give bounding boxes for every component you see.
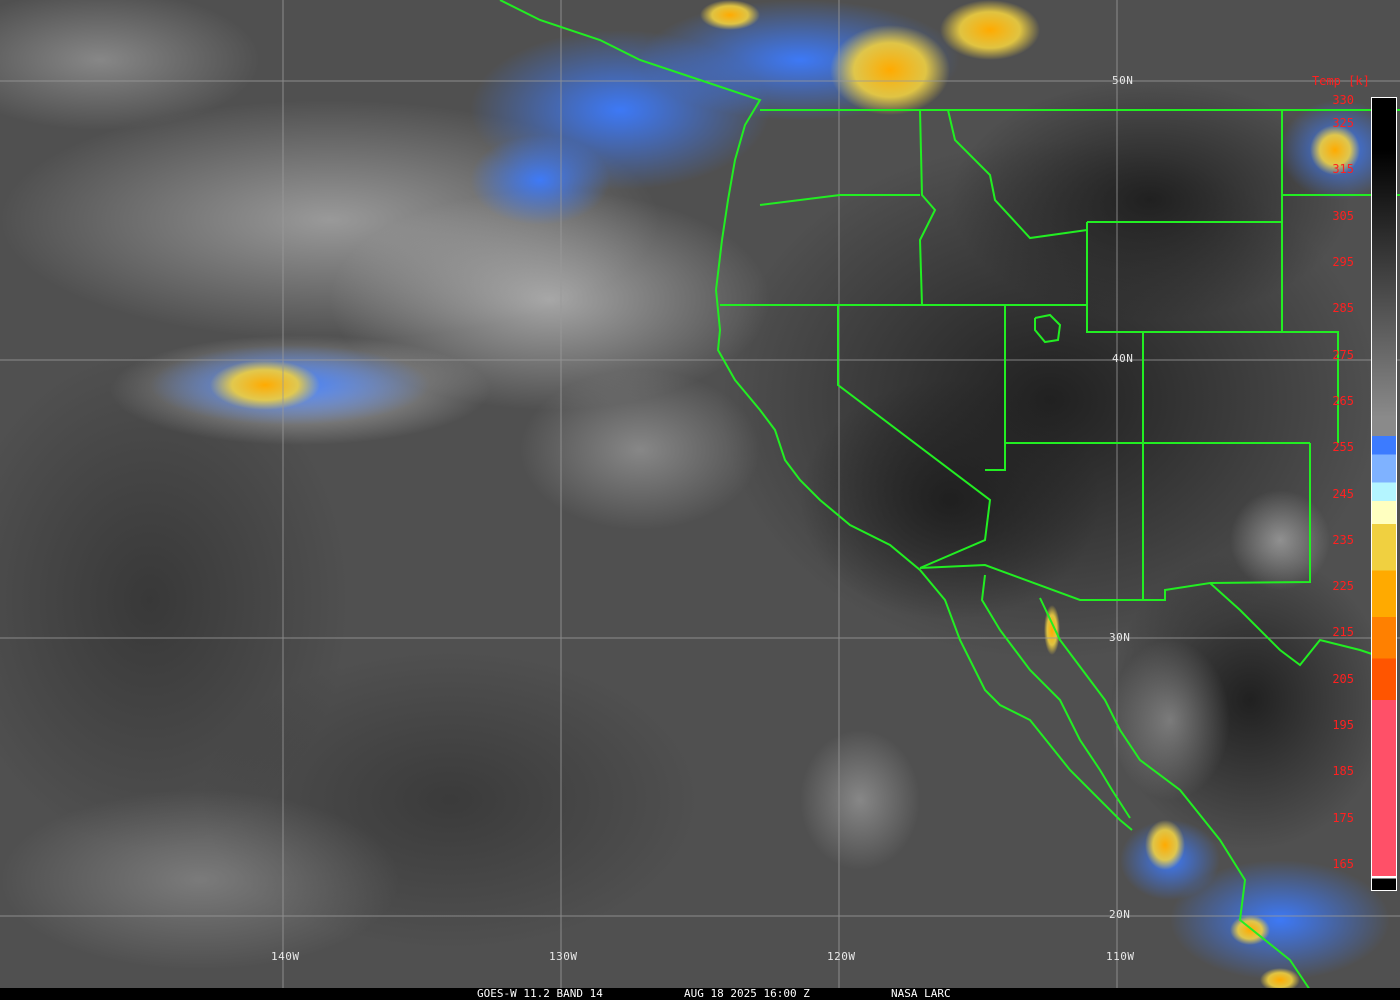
colorbar-tick-label: 165 <box>1332 856 1354 871</box>
colorbar-tick-label: 235 <box>1332 532 1354 547</box>
lat-label-50n: 50N <box>1112 74 1134 87</box>
lon-label-110w: 110W <box>1106 950 1135 963</box>
datetime-label: AUG 18 2025 16:00 Z <box>684 987 810 1000</box>
nv-ut-border <box>985 305 1006 471</box>
colorbar-tick-label: 285 <box>1332 301 1354 316</box>
image-caption-bar: GOES-W 11.2 BAND 14 AUG 18 2025 16:00 Z … <box>0 988 1400 1000</box>
colorbar-tick-label: 175 <box>1332 810 1354 825</box>
colorbar-tick-label: 225 <box>1332 579 1354 594</box>
nm-tx-border <box>1209 443 1311 584</box>
lon-label-130w: 130W <box>549 950 578 963</box>
satellite-band-label: GOES-W 11.2 BAND 14 <box>477 987 603 1000</box>
colorado-border <box>1143 331 1339 443</box>
great-salt-lake <box>1034 313 1062 344</box>
wa-or-border <box>759 194 920 206</box>
mexico-mainland-coast <box>1039 597 1311 991</box>
lon-label-140w: 140W <box>271 950 300 963</box>
colorbar-tick-label: 215 <box>1332 625 1354 640</box>
lat-label-20n: 20N <box>1109 908 1131 921</box>
colorbar-tick-label: 325 <box>1332 116 1354 131</box>
colorbar-tick-label: 265 <box>1332 393 1354 408</box>
colorbar-tick-label: 195 <box>1332 718 1354 733</box>
us-mexico-border <box>919 563 1391 667</box>
colorbar-tick-label: 305 <box>1332 208 1354 223</box>
colorbar-tick-label: 275 <box>1332 347 1354 362</box>
colorbar-tick-label: 185 <box>1332 764 1354 779</box>
lat-label-40n: 40N <box>1112 352 1134 365</box>
ca-nv-border <box>837 305 992 569</box>
baja-gulf-coast <box>980 574 1131 819</box>
idaho-oregon-border <box>918 109 937 306</box>
idaho-montana-border <box>947 109 1088 240</box>
colorbar-tick-label: 330 <box>1332 93 1354 107</box>
cold-cloud-tops <box>150 0 1400 992</box>
colorbar-tick-label: 205 <box>1332 671 1354 686</box>
colorbar-title: Temp [k] <box>1312 74 1370 88</box>
pacific-coastline <box>499 0 1133 831</box>
political-boundaries <box>499 0 1400 991</box>
colorbar-tick-label: 295 <box>1332 255 1354 270</box>
colorbar-tick-label: 245 <box>1332 486 1354 501</box>
source-label: NASA LARC <box>891 987 951 1000</box>
temperature-colorbar <box>1371 97 1397 891</box>
lat-label-30n: 30N <box>1109 631 1131 644</box>
lon-label-120w: 120W <box>827 950 856 963</box>
colorbar-tick-label: 315 <box>1332 162 1354 177</box>
colorbar-tick-label: 255 <box>1332 440 1354 455</box>
